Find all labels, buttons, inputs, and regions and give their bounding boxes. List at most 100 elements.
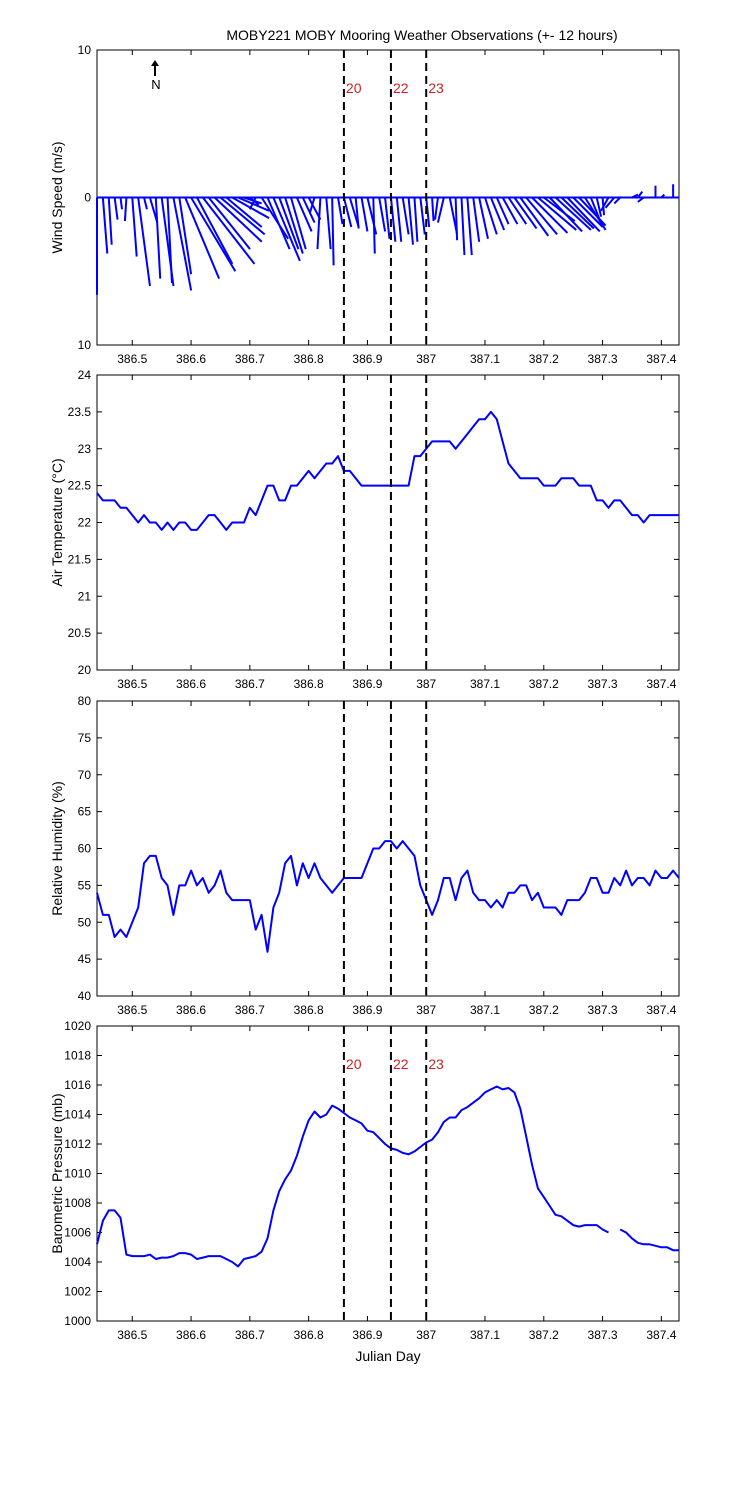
y-tick-label: 1002 — [64, 1285, 91, 1299]
series-line — [96, 1085, 609, 1268]
wind-vector — [354, 197, 360, 229]
wind-vector — [137, 197, 151, 287]
wind-vector — [107, 197, 113, 245]
y-tick-label: 22 — [78, 516, 92, 530]
x-tick-label: 387.3 — [588, 1003, 618, 1017]
x-tick-label: 387 — [416, 1003, 436, 1017]
x-tick-label: 387 — [416, 352, 436, 366]
y-axis-label: Air Temperature (°C) — [49, 458, 65, 586]
wind-vector — [431, 197, 435, 222]
y-tick-label: 1018 — [64, 1049, 91, 1063]
y-tick-label: 20 — [78, 663, 92, 677]
wind-vector — [466, 197, 473, 256]
x-tick-label: 386.8 — [294, 1328, 324, 1342]
wind-vector — [631, 193, 639, 199]
wind-vector — [572, 196, 604, 228]
wind-vector — [113, 197, 119, 220]
wind-vector — [613, 196, 621, 205]
wind-vector — [531, 196, 569, 234]
x-tick-label: 386.7 — [235, 1003, 265, 1017]
x-tick-label: 387.4 — [646, 1328, 676, 1342]
x-tick-label: 387.2 — [529, 352, 559, 366]
wind-vector — [325, 197, 332, 250]
wind-vector — [260, 196, 289, 240]
panel-barometric-pressure: 386.5 386.6 386.7 386.8 386.9 387 387.1 387.2 38… — [49, 1019, 680, 1364]
wind-vector — [225, 196, 263, 228]
x-tick-label: 387.3 — [588, 352, 618, 366]
wind-vector — [337, 197, 344, 225]
x-tick-label: 386.6 — [176, 1003, 206, 1017]
wind-vector — [407, 197, 414, 245]
x-tick-label: 387.4 — [646, 1003, 676, 1017]
wind-vector — [360, 197, 369, 232]
x-tick-label: 386.6 — [176, 352, 206, 366]
x-tick-label: 387.1 — [470, 1003, 500, 1017]
wind-vector — [284, 197, 304, 254]
wind-vector — [478, 197, 489, 240]
wind-vector — [342, 197, 353, 228]
x-tick-label: 386.7 — [235, 677, 265, 691]
wind-vector — [501, 197, 519, 225]
wind-vector — [395, 197, 403, 242]
panel-relative-humidity: 386.5 386.6 386.7 386.8 386.9 387 387.1 387.2 38… — [49, 694, 680, 1017]
wind-vector — [401, 197, 410, 235]
wind-vector — [372, 197, 376, 254]
marker-label: 23 — [428, 80, 444, 96]
x-tick-label: 386.8 — [294, 352, 324, 366]
wind-vector — [184, 197, 221, 280]
wind-vector — [272, 197, 301, 262]
x-tick-label: 387 — [416, 677, 436, 691]
wind-vector — [290, 197, 307, 250]
wind-vector — [507, 196, 528, 225]
panel-air-temperature: 386.5 386.6 386.7 386.8 386.9 387 387.1 387.2 38… — [49, 368, 680, 691]
wind-vector — [237, 196, 270, 212]
wind-vector — [460, 197, 466, 256]
wind-vector — [101, 197, 109, 254]
x-tick-label: 386.6 — [176, 677, 206, 691]
y-tick-label: 22.5 — [68, 479, 92, 493]
x-axis-label: Julian Day — [355, 1348, 420, 1364]
wind-vector — [454, 197, 459, 241]
wind-vector — [660, 193, 666, 199]
y-tick-label: 50 — [78, 915, 92, 929]
x-tick-label: 387.2 — [529, 1003, 559, 1017]
wind-vector — [554, 196, 592, 231]
wind-vector — [600, 197, 610, 212]
wind-vector — [384, 197, 391, 239]
plot-frame — [96, 1025, 680, 1322]
wind-vector — [309, 197, 316, 213]
x-tick-label: 386.5 — [117, 1328, 147, 1342]
wind-vector — [190, 196, 237, 272]
x-tick-label: 386.5 — [117, 352, 147, 366]
marker-label: 22 — [393, 80, 409, 96]
marker-label: 23 — [428, 1056, 444, 1072]
x-tick-label: 386.7 — [235, 352, 265, 366]
chart-title: MOBY221 MOBY Mooring Weather Observation… — [226, 27, 617, 43]
north-arrow-icon — [151, 60, 159, 66]
x-tick-label: 387.2 — [529, 677, 559, 691]
wind-vector — [389, 197, 397, 242]
y-tick-label: 1014 — [64, 1108, 91, 1122]
wind-vector — [172, 197, 193, 291]
x-tick-label: 387.4 — [646, 352, 676, 366]
y-axis-label: Barometric Pressure (mb) — [49, 1093, 65, 1253]
north-arrow-label: N — [151, 77, 160, 92]
y-tick-label: 55 — [78, 878, 92, 892]
x-tick-label: 386.5 — [117, 1003, 147, 1017]
y-tick-label: 65 — [78, 805, 92, 819]
wind-vector — [637, 196, 645, 203]
wind-vector — [301, 197, 316, 224]
y-tick-label: 1010 — [64, 1167, 91, 1181]
y-tick-label: 60 — [78, 842, 92, 856]
wind-vector — [331, 197, 335, 266]
x-tick-label: 386.5 — [117, 677, 147, 691]
y-tick-label: 1004 — [64, 1255, 91, 1269]
x-tick-label: 387.3 — [588, 1328, 618, 1342]
series-line — [96, 840, 680, 953]
wind-vector — [196, 197, 234, 265]
wind-vector — [513, 196, 538, 230]
y-axis-label: Relative Humidity (%) — [49, 781, 65, 916]
wind-vector — [566, 196, 601, 233]
wind-vector — [637, 191, 644, 199]
